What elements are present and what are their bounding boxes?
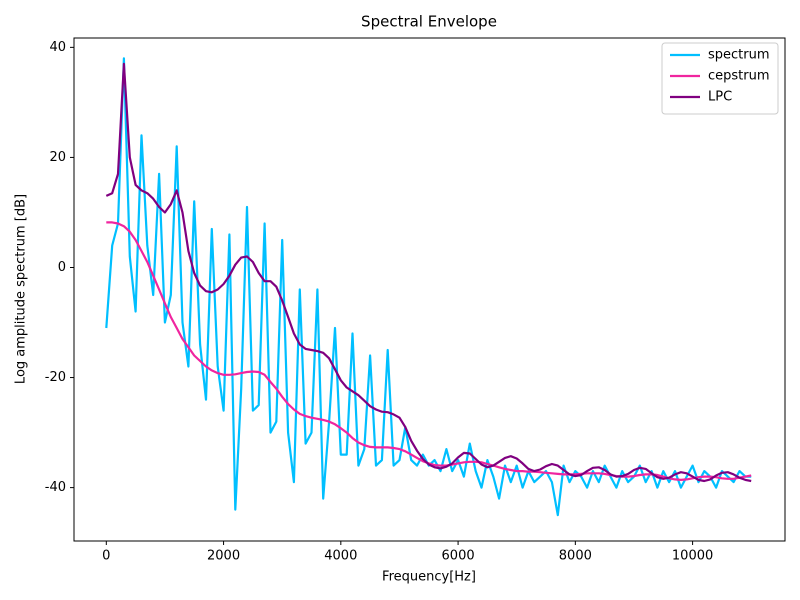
- series-line: [105, 57, 752, 517]
- y-tick-label: 0: [58, 260, 66, 275]
- legend-label: spectrum: [708, 48, 770, 63]
- y-tick-label: -40: [45, 480, 66, 495]
- y-tick-label: -20: [45, 370, 66, 385]
- chart-title: Spectral Envelope: [361, 13, 497, 31]
- x-tick-label: 6000: [442, 549, 475, 564]
- legend-label: cepstrum: [708, 69, 770, 84]
- plot-frame: [73, 37, 786, 542]
- x-axis-label: Frequency[Hz]: [382, 570, 476, 585]
- y-tick-label: 20: [49, 150, 66, 165]
- x-tick-label: 0: [102, 549, 110, 564]
- x-tick-label: 2000: [207, 549, 240, 564]
- series-line: [105, 62, 752, 483]
- y-tick-label: 40: [49, 40, 66, 55]
- x-tick-label: 8000: [559, 549, 592, 564]
- legend-label: LPC: [708, 90, 732, 105]
- series-line: [106, 221, 752, 481]
- y-axis-label: Log amplitude spectrum [dB]: [14, 194, 29, 384]
- x-tick-label: 4000: [324, 549, 357, 564]
- x-tick-label: 10000: [672, 549, 713, 564]
